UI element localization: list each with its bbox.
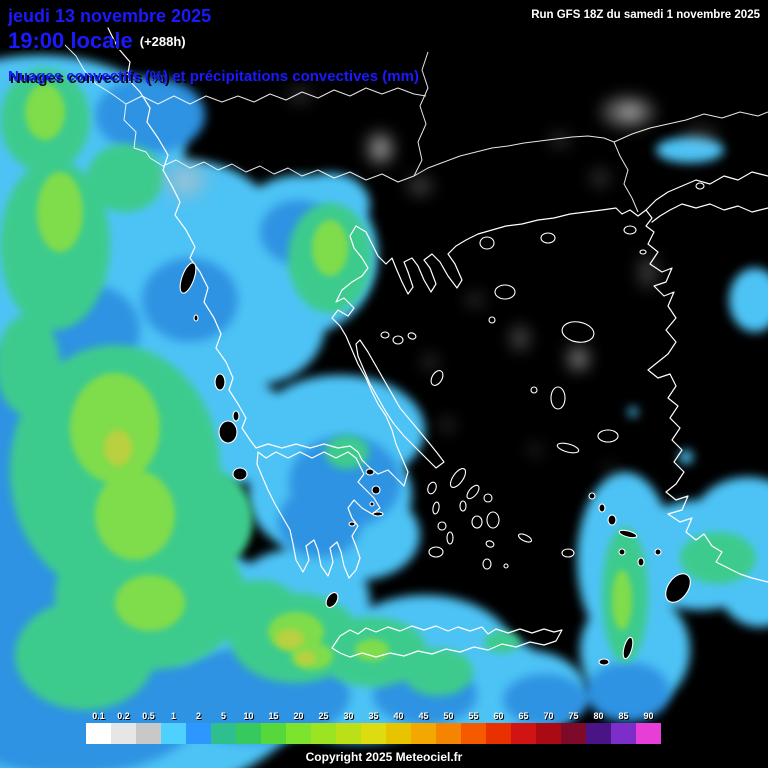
legend-value-label: 40 — [393, 711, 404, 721]
coastline-layer — [107, 27, 768, 658]
legend-value-label: 35 — [368, 711, 379, 721]
legend-value-label: 70 — [543, 711, 554, 721]
legend-color-swatch — [361, 723, 386, 744]
legend-color-swatch — [236, 723, 261, 744]
legend-cell: 40 — [386, 710, 411, 744]
legend-color-swatch — [261, 723, 286, 744]
legend-value-label: 60 — [493, 711, 504, 721]
precip-layer-olive — [104, 430, 316, 665]
legend-color-swatch — [511, 723, 536, 744]
legend-cell: 25 — [311, 710, 336, 744]
legend-cell: 65 — [511, 710, 536, 744]
legend-value-label: 1 — [170, 711, 176, 721]
forecast-time-row: 19:00 locale (+288h) — [8, 28, 186, 54]
local-time-label: 19:00 locale — [8, 28, 133, 53]
legend-cell: 0.1 — [86, 710, 111, 744]
legend-color-swatch — [161, 723, 186, 744]
legend-color-swatch — [536, 723, 561, 744]
legend-cell: 30 — [336, 710, 361, 744]
legend-color-swatch — [486, 723, 511, 744]
legend-cell: 20 — [286, 710, 311, 744]
legend-value-label: 65 — [518, 711, 529, 721]
legend-cell: 70 — [536, 710, 561, 744]
legend-color-swatch — [411, 723, 436, 744]
legend-cell: 35 — [361, 710, 386, 744]
legend-color-swatch — [286, 723, 311, 744]
legend-value-label: 50 — [443, 711, 454, 721]
legend-color-swatch — [336, 723, 361, 744]
copyright-label: Copyright 2025 Meteociel.fr — [305, 750, 463, 764]
legend-cell: 0.2 — [111, 710, 136, 744]
legend-cell: 2 — [186, 710, 211, 744]
legend-cell: 80 — [586, 710, 611, 744]
marmara-north-coast — [645, 171, 768, 211]
legend-cell: 50 — [436, 710, 461, 744]
legend-value-label: 45 — [418, 711, 429, 721]
legend-value-label: 30 — [343, 711, 354, 721]
legend-cell: 55 — [461, 710, 486, 744]
crete-coastline — [331, 625, 563, 658]
legend-color-swatch — [311, 723, 336, 744]
legend-value-label: 10 — [243, 711, 254, 721]
legend-value-label: 15 — [268, 711, 279, 721]
forecast-offset-label: (+288h) — [139, 33, 186, 49]
legend-value-label: 0.2 — [117, 711, 130, 721]
legend-value-label: 0.1 — [92, 711, 105, 721]
legend-value-label: 75 — [568, 711, 579, 721]
legend-cell: 15 — [261, 710, 286, 744]
peloponnese-coastline — [256, 451, 381, 579]
legend-color-swatch — [436, 723, 461, 744]
legend-cell: 5 — [211, 710, 236, 744]
legend-value-label: 25 — [318, 711, 329, 721]
legend-cell: 10 — [236, 710, 261, 744]
legend-color-swatch — [111, 723, 136, 744]
mainland-coastline — [107, 27, 768, 583]
legend-cell: 60 — [486, 710, 511, 744]
legend-value-label: 85 — [618, 711, 629, 721]
forecast-date-label: jeudi 13 novembre 2025 — [8, 6, 212, 26]
precipitation-scale-legend: 0.1 0.2 0.5 1 2 5 10 15 20 25 30 35 40 45 50 55 60 65 70 75… — [86, 710, 661, 744]
legend-value-label: 0.5 — [142, 711, 155, 721]
evia-coastline — [355, 339, 445, 469]
legend-value-label: 2 — [195, 711, 201, 721]
legend-cell: 90 — [636, 710, 661, 744]
legend-color-swatch — [386, 723, 411, 744]
legend-value-label: 90 — [643, 711, 654, 721]
legend-color-swatch — [136, 723, 161, 744]
legend-color-swatch — [611, 723, 636, 744]
marmara-south-coast — [651, 203, 768, 223]
legend-color-swatch — [636, 723, 661, 744]
legend-value-label: 5 — [220, 711, 226, 721]
islands-layer — [179, 182, 705, 666]
legend-value-label: 80 — [593, 711, 604, 721]
map-parameter-title: Nuages convectifs (%) et précipitations … — [8, 68, 419, 85]
legend-color-swatch — [86, 723, 111, 744]
cloud-cover-layer — [163, 87, 718, 475]
legend-cell: 45 — [411, 710, 436, 744]
legend-cell: 1 — [161, 710, 186, 744]
legend-color-swatch — [186, 723, 211, 744]
legend-color-swatch — [586, 723, 611, 744]
legend-color-swatch — [211, 723, 236, 744]
legend-value-label: 20 — [293, 711, 304, 721]
legend-color-swatch — [561, 723, 586, 744]
legend-cell: 85 — [611, 710, 636, 744]
borders-layer — [63, 43, 768, 213]
legend-cell: 75 — [561, 710, 586, 744]
legend-cell: 0.5 — [136, 710, 161, 744]
model-run-label: Run GFS 18Z du samedi 1 novembre 2025 — [531, 9, 760, 21]
precip-layer-bright-green — [25, 84, 632, 670]
legend-color-swatch — [461, 723, 486, 744]
legend-value-label: 55 — [468, 711, 479, 721]
